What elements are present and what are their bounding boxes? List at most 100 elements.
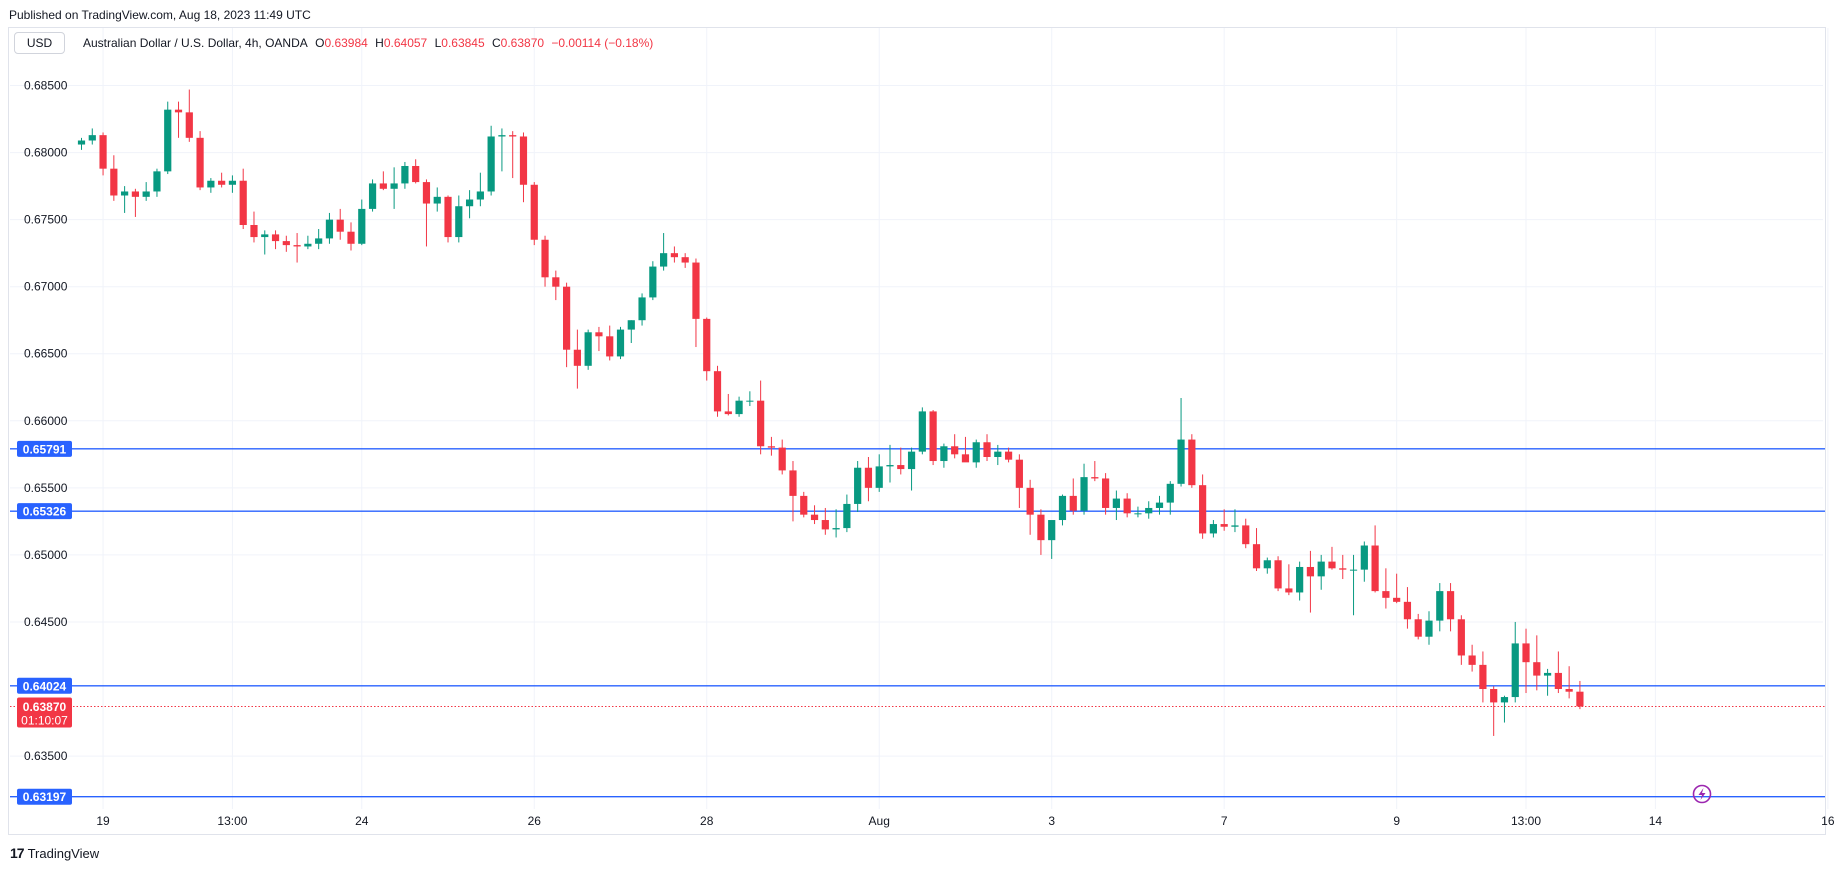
candle-up bbox=[1048, 520, 1056, 559]
candle-up bbox=[121, 186, 129, 213]
candle-down bbox=[1468, 644, 1476, 672]
candle-body bbox=[1490, 689, 1498, 703]
candle-body bbox=[1554, 672, 1562, 690]
candle-body bbox=[1425, 620, 1433, 637]
price-tag-label: 0.64024 bbox=[23, 679, 67, 693]
candle-down bbox=[757, 380, 765, 455]
candle-up bbox=[638, 293, 646, 326]
candle-up bbox=[465, 190, 474, 219]
candle-body bbox=[1102, 478, 1110, 508]
candle-body bbox=[444, 196, 452, 238]
candle-up bbox=[1296, 561, 1304, 601]
candle-down bbox=[897, 447, 905, 475]
candle-body bbox=[994, 451, 1002, 458]
candle-body bbox=[800, 495, 808, 515]
candle-body bbox=[1382, 591, 1390, 598]
y-tick-label: 0.66000 bbox=[24, 414, 68, 428]
candle-body bbox=[509, 135, 517, 137]
candle-body bbox=[1091, 477, 1099, 479]
candle-body bbox=[315, 238, 323, 244]
open-value: 0.63984 bbox=[324, 36, 368, 50]
candle-down bbox=[1015, 454, 1023, 508]
candle-up bbox=[304, 235, 312, 250]
candle-up bbox=[142, 182, 150, 201]
candle-down bbox=[1026, 479, 1034, 535]
candle-down bbox=[595, 326, 603, 352]
candle-body bbox=[1209, 524, 1217, 534]
candle-down bbox=[563, 282, 571, 368]
candle-down bbox=[282, 235, 290, 252]
candle-up bbox=[907, 447, 916, 491]
candle-body bbox=[951, 446, 959, 455]
candle-down bbox=[218, 172, 226, 188]
candle-body bbox=[433, 196, 441, 204]
candle-body bbox=[530, 184, 538, 240]
horizontal-lines bbox=[10, 448, 1825, 798]
candle-down bbox=[1199, 474, 1207, 539]
candle-body bbox=[1317, 561, 1325, 577]
candle-up bbox=[1317, 554, 1325, 590]
candle-up bbox=[368, 179, 377, 212]
candle-up bbox=[1155, 495, 1164, 515]
candle-body bbox=[121, 191, 129, 196]
countdown-label: 01:10:07 bbox=[21, 713, 68, 727]
candle-down bbox=[131, 188, 139, 217]
currency-selector[interactable]: USD bbox=[14, 32, 65, 54]
candle-body bbox=[228, 180, 237, 185]
candle-body bbox=[1576, 691, 1584, 707]
candle-down bbox=[422, 179, 431, 247]
y-tick-label: 0.63500 bbox=[24, 749, 68, 763]
candle-up bbox=[1360, 541, 1368, 582]
candle-body bbox=[1565, 689, 1573, 692]
candle-body bbox=[401, 165, 409, 184]
candle-down bbox=[1102, 473, 1110, 515]
candle-up bbox=[315, 229, 323, 250]
candle-down bbox=[983, 434, 991, 462]
candle-body bbox=[1188, 439, 1196, 486]
candle-body bbox=[864, 467, 873, 488]
candle-body bbox=[854, 467, 862, 504]
candle-body bbox=[1360, 545, 1368, 570]
candle-body bbox=[1015, 459, 1023, 488]
candle-body bbox=[983, 442, 991, 458]
candle-body bbox=[767, 446, 776, 448]
candle-up bbox=[1145, 501, 1153, 519]
candle-body bbox=[293, 245, 301, 247]
candle-body bbox=[1371, 545, 1379, 592]
x-tick-label: 26 bbox=[528, 814, 542, 828]
candle-down bbox=[271, 230, 280, 250]
price-tag-box bbox=[17, 677, 72, 694]
candle-body bbox=[670, 253, 678, 258]
candle-body bbox=[660, 253, 668, 267]
candle-body bbox=[832, 528, 840, 530]
candle-body bbox=[390, 183, 398, 189]
candle-body bbox=[1436, 591, 1444, 621]
y-tick-label: 0.67000 bbox=[24, 280, 68, 294]
symbol-legend: Australian Dollar / U.S. Dollar, 4h, OAN… bbox=[83, 36, 653, 50]
candle-down bbox=[552, 270, 560, 301]
candle-body bbox=[961, 454, 970, 463]
candle-up bbox=[832, 509, 840, 538]
low-value: 0.63845 bbox=[441, 36, 485, 50]
candle-up bbox=[875, 454, 883, 492]
tradingview-brand[interactable]: 17 TradingView bbox=[10, 845, 99, 861]
candle-up bbox=[1112, 490, 1120, 521]
y-tick-label: 0.68000 bbox=[24, 146, 68, 160]
candle-body bbox=[153, 171, 161, 192]
candle-down bbox=[1091, 461, 1099, 482]
candle-body bbox=[713, 371, 722, 412]
candle-body bbox=[1048, 520, 1056, 541]
candle-down bbox=[810, 505, 819, 525]
candle-up bbox=[994, 444, 1002, 466]
x-tick-label: 3 bbox=[1048, 814, 1055, 828]
candle-body bbox=[1252, 544, 1261, 569]
candle-down bbox=[1446, 583, 1455, 632]
candle-up bbox=[649, 261, 657, 301]
lightning-icon[interactable] bbox=[1692, 784, 1712, 804]
candle-body bbox=[563, 286, 571, 350]
y-axis: 0.68500 0.68000 0.67500 0.67000 0.66500 0.660… bbox=[24, 79, 68, 764]
chart-frame[interactable] bbox=[8, 27, 1826, 835]
candle-up bbox=[207, 178, 215, 193]
